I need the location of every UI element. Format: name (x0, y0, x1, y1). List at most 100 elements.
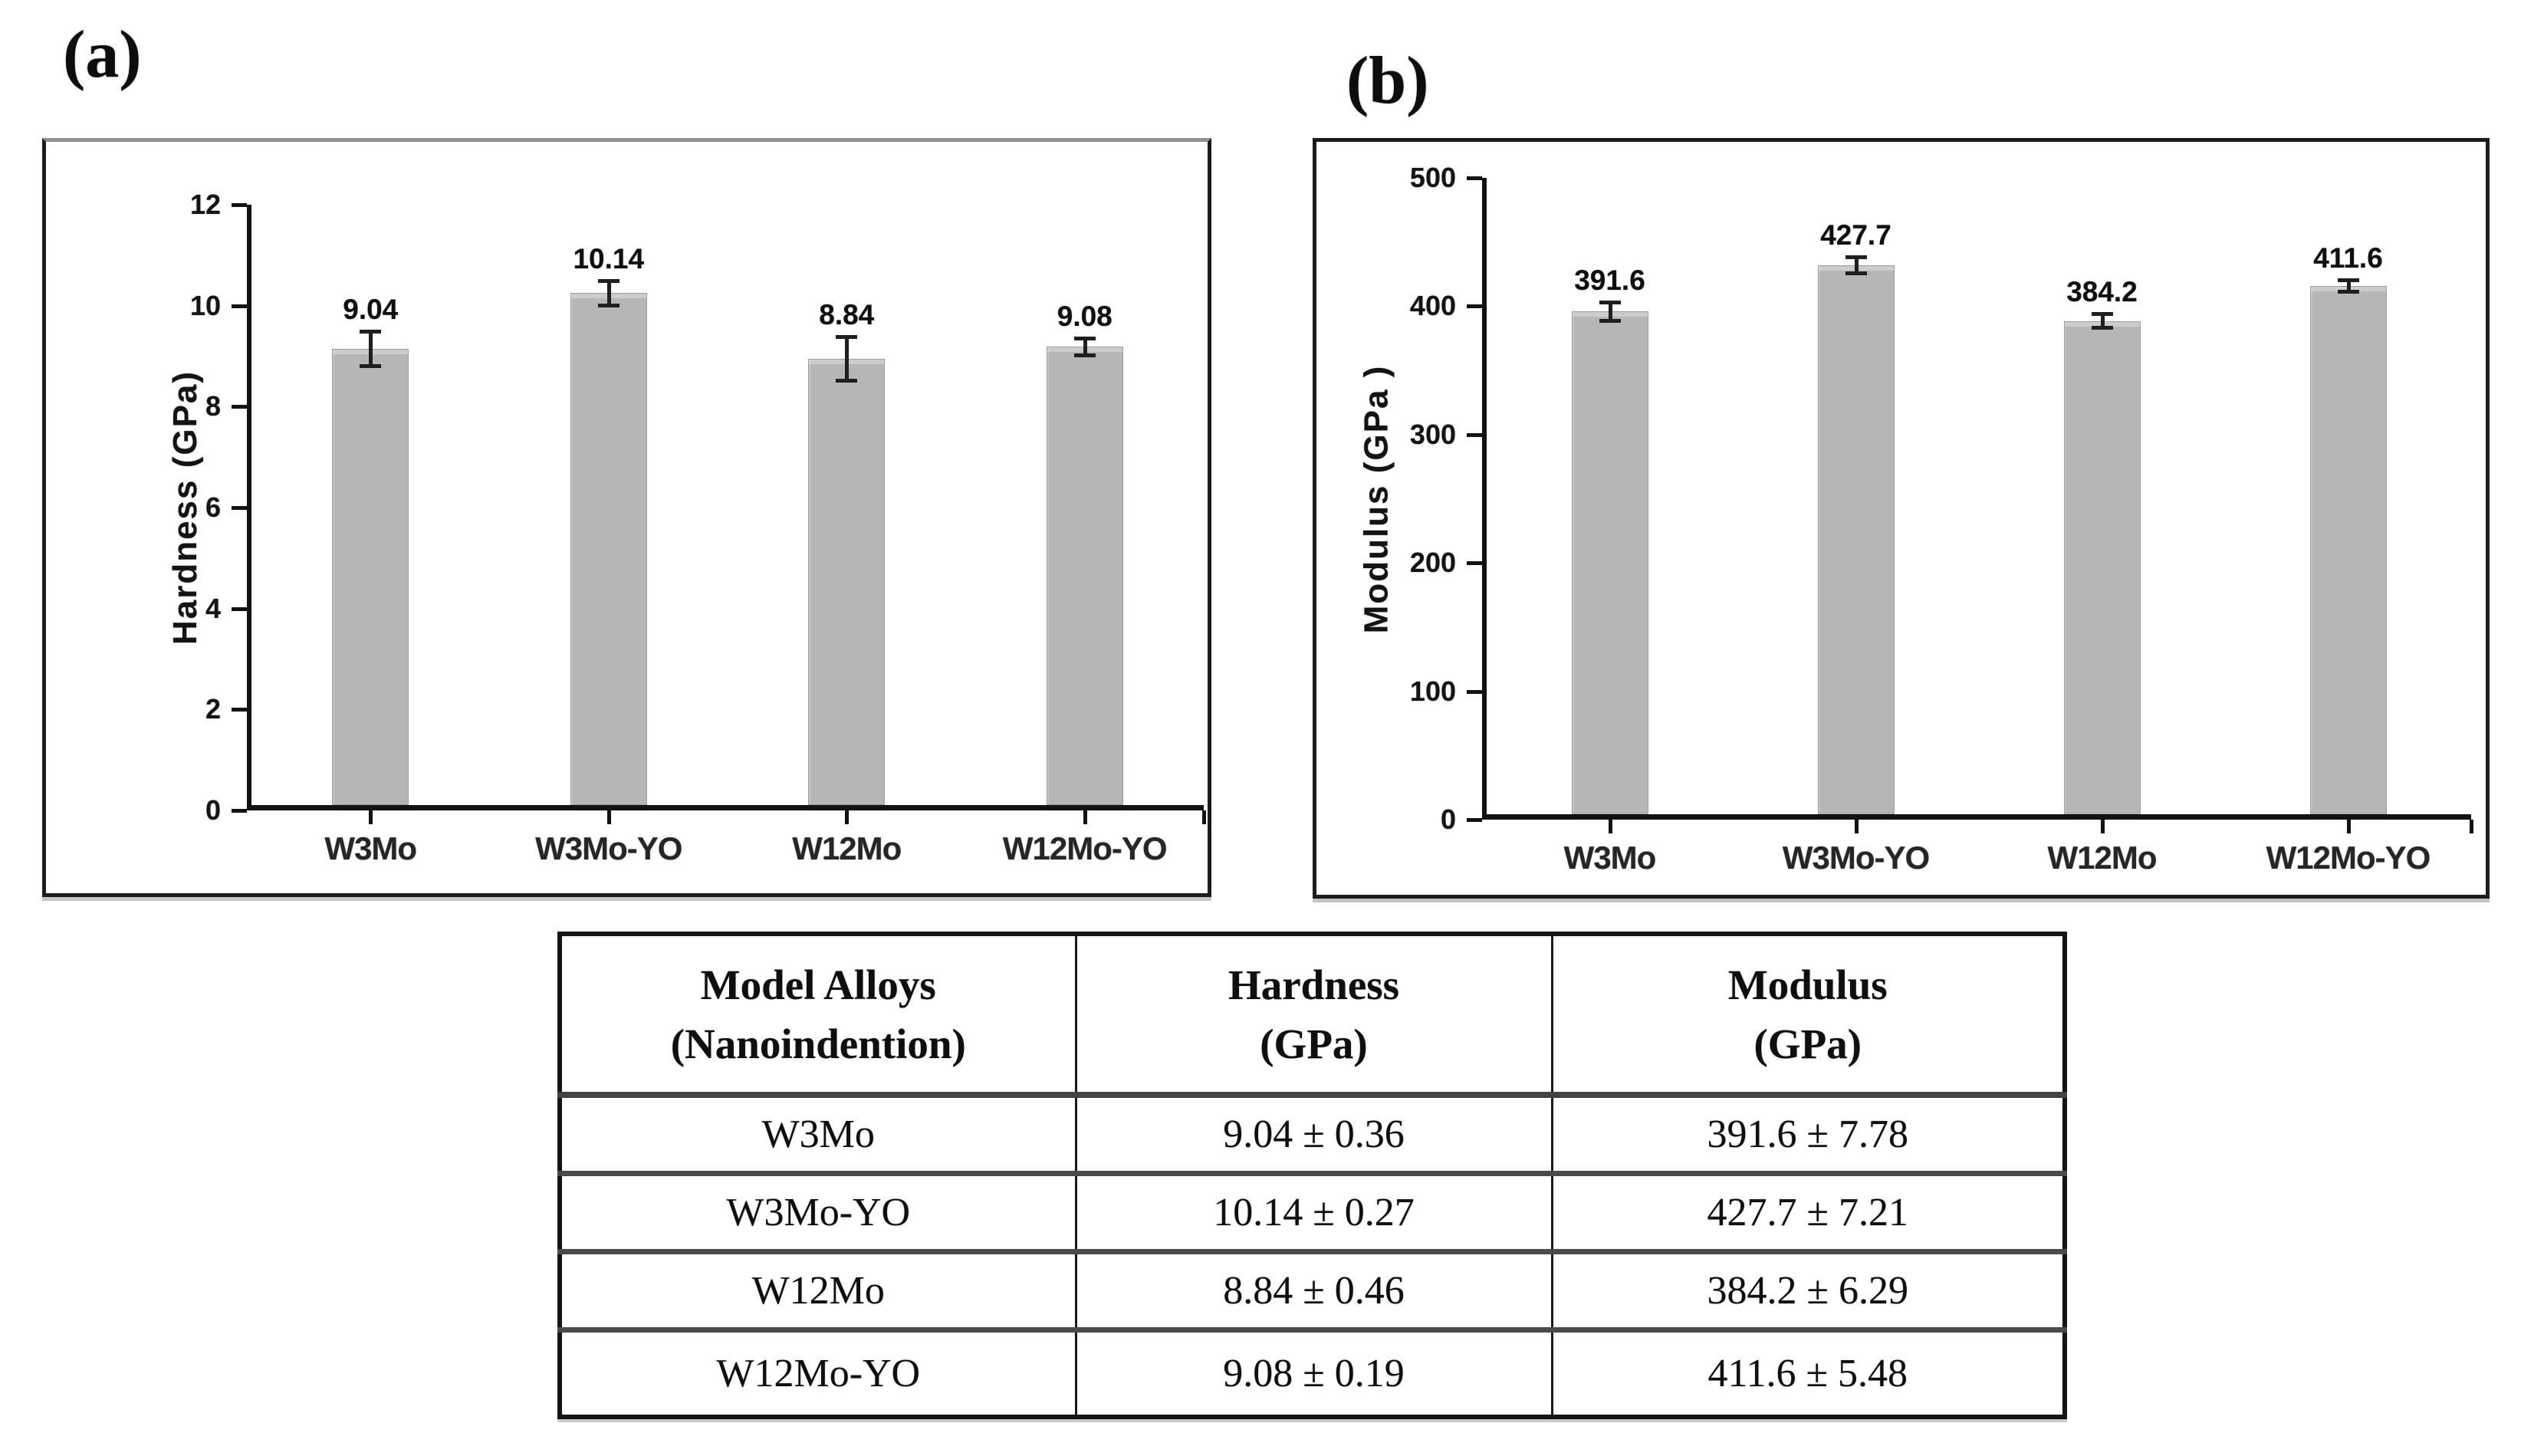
category-label: W12Mo-YO (1002, 830, 1168, 866)
error-bar-cap-top (1599, 301, 1621, 305)
table-row: W3Mo 9.04 ± 0.36 391.6 ± 7.78 (560, 1095, 2065, 1173)
hardness-cell: 8.84 ± 0.46 (1074, 1248, 1552, 1329)
hardness-cell: 10.14 ± 0.27 (1074, 1170, 1552, 1251)
header-model-alloys: Model Alloys (Nanoindention) (560, 934, 1076, 1098)
y-tick-label: 10 (189, 289, 221, 321)
y-tick-label: 200 (1409, 547, 1456, 579)
error-bar-cap-bottom (2091, 326, 2113, 330)
y-tick-mark (232, 606, 247, 611)
bar-group: 384.2 (1979, 178, 2225, 833)
y-tick-label: 0 (205, 794, 221, 826)
y-tick-label: 300 (1409, 418, 1456, 450)
alloy-cell: W12Mo-YO (560, 1326, 1076, 1417)
y-tick-mark (1467, 432, 1482, 437)
panel-a-label: (a) (63, 18, 142, 92)
error-bar-cap-top (360, 330, 382, 334)
y-tick-mark (1467, 818, 1482, 822)
error-bar-cap-top (836, 334, 858, 339)
bar (1046, 347, 1123, 805)
y-tick-mark (232, 203, 247, 207)
y-tick-mark (1467, 176, 1482, 180)
bar-group: 10.14 (490, 205, 728, 824)
table-header-row: Model Alloys (Nanoindention) Hardness (G… (560, 934, 2065, 1098)
y-tick-label: 12 (189, 189, 221, 220)
table-header-line: (GPa) (1753, 1020, 1862, 1067)
category-label: W3Mo-YO (1782, 840, 1930, 876)
table-header-line: Modulus (1727, 961, 1888, 1008)
error-bar (1083, 337, 1087, 357)
category-label: W3Mo (1563, 840, 1657, 876)
category-label: W3Mo (324, 830, 417, 866)
x-tick-mark (2100, 820, 2105, 833)
hardness-cell: 9.08 ± 0.19 (1074, 1326, 1552, 1417)
bar (2063, 320, 2141, 814)
table-header-line: (Nanoindention) (670, 1020, 966, 1067)
bars-row: 391.6 427.7 384.2 411.6 (1487, 178, 2471, 833)
error-bar-cap-bottom (1845, 271, 1867, 276)
y-tick-label: 400 (1409, 290, 1456, 322)
error-bar-cap-bottom (2337, 290, 2359, 294)
alloy-cell: W3Mo (761, 1112, 875, 1156)
y-axis-title-text: Modulus (GPa ) (1357, 364, 1395, 633)
table-row: W12Mo-YO 9.08 ± 0.19 411.6 ± 5.48 (560, 1326, 2065, 1417)
y-tick-label: 2 (205, 693, 221, 725)
category-label: W12Mo (792, 830, 902, 866)
bar-group: 8.84 (728, 205, 966, 824)
bar (1571, 311, 1648, 814)
x-tick-mark (1854, 820, 1859, 833)
category-label: W3Mo-YO (535, 830, 682, 866)
error-bar (845, 335, 850, 383)
error-bar (1608, 301, 1612, 322)
modulus-cell: 411.6 ± 5.48 (1550, 1326, 2065, 1417)
modulus-cell: 391.6 ± 7.78 (1550, 1095, 2065, 1173)
y-tick-label: 4 (205, 592, 221, 624)
hardness-cell: 9.04 ± 0.36 (1074, 1095, 1552, 1173)
bar-value-label: 10.14 (573, 242, 645, 274)
alloy-cell: W12Mo (560, 1248, 1076, 1329)
hardness-chart-panel: Hardness (GPa) 9.04 10.14 8.84 9.08 0 2 4 6 8 10 12… (42, 138, 1211, 897)
error-bar-cap-bottom (836, 379, 858, 383)
y-tick-mark (232, 708, 247, 712)
error-bar-cap-top (2091, 312, 2113, 317)
results-table: Model Alloys (Nanoindention) Hardness (G… (557, 932, 2067, 1419)
bar-group: 391.6 (1487, 178, 1733, 833)
bar (570, 293, 647, 805)
y-tick-mark (232, 506, 247, 510)
bar-value-label: 8.84 (819, 298, 875, 330)
table-header-line: (GPa) (1260, 1020, 1368, 1067)
bars-row: 9.04 10.14 8.84 9.08 (251, 205, 1205, 824)
table-header-line: Hardness (1228, 961, 1400, 1008)
y-tick-mark (1467, 304, 1482, 309)
x-axis-end-tick (2470, 820, 2473, 833)
x-axis-end-tick (1202, 810, 1206, 824)
x-tick-mark (2346, 820, 2351, 833)
category-label: W12Mo (2047, 840, 2158, 876)
y-tick-label: 100 (1409, 675, 1456, 707)
error-bar (2100, 313, 2105, 330)
table-row: W12Mo 8.84 ± 0.46 384.2 ± 6.29 (560, 1248, 2065, 1329)
bar-value-label: 391.6 (1574, 265, 1645, 297)
x-tick-mark (606, 810, 611, 824)
alloy-cell: W3Mo-YO (560, 1170, 1076, 1251)
modulus-cell: 384.2 ± 6.29 (1550, 1248, 2065, 1329)
bar (808, 359, 886, 805)
error-bar-cap-top (1073, 336, 1096, 340)
bar-group: 427.7 (1733, 178, 1979, 833)
y-tick-label: 500 (1409, 162, 1456, 193)
bar-group: 411.6 (2225, 178, 2471, 833)
panel-b-label: (b) (1346, 44, 1429, 118)
bar-group: 9.08 (966, 205, 1205, 824)
bar-value-label: 9.04 (343, 294, 399, 326)
plot-area: 391.6 427.7 384.2 411.6 (1482, 178, 2473, 833)
y-tick-label: 8 (205, 390, 221, 422)
y-axis-title: Modulus (GPa ) (1352, 178, 1401, 820)
y-tick-mark (232, 304, 247, 308)
bar-group: 9.04 (251, 205, 490, 824)
bar-value-label: 384.2 (2066, 276, 2138, 308)
modulus-cell: 427.7 ± 7.21 (1550, 1170, 2065, 1251)
y-tick-label: 0 (1440, 804, 1456, 835)
y-tick-mark (1467, 689, 1482, 694)
error-bar (369, 330, 373, 367)
modulus-chart-panel: Modulus (GPa ) 391.6 427.7 384.2 411.6 0 100 20… (1313, 138, 2490, 899)
